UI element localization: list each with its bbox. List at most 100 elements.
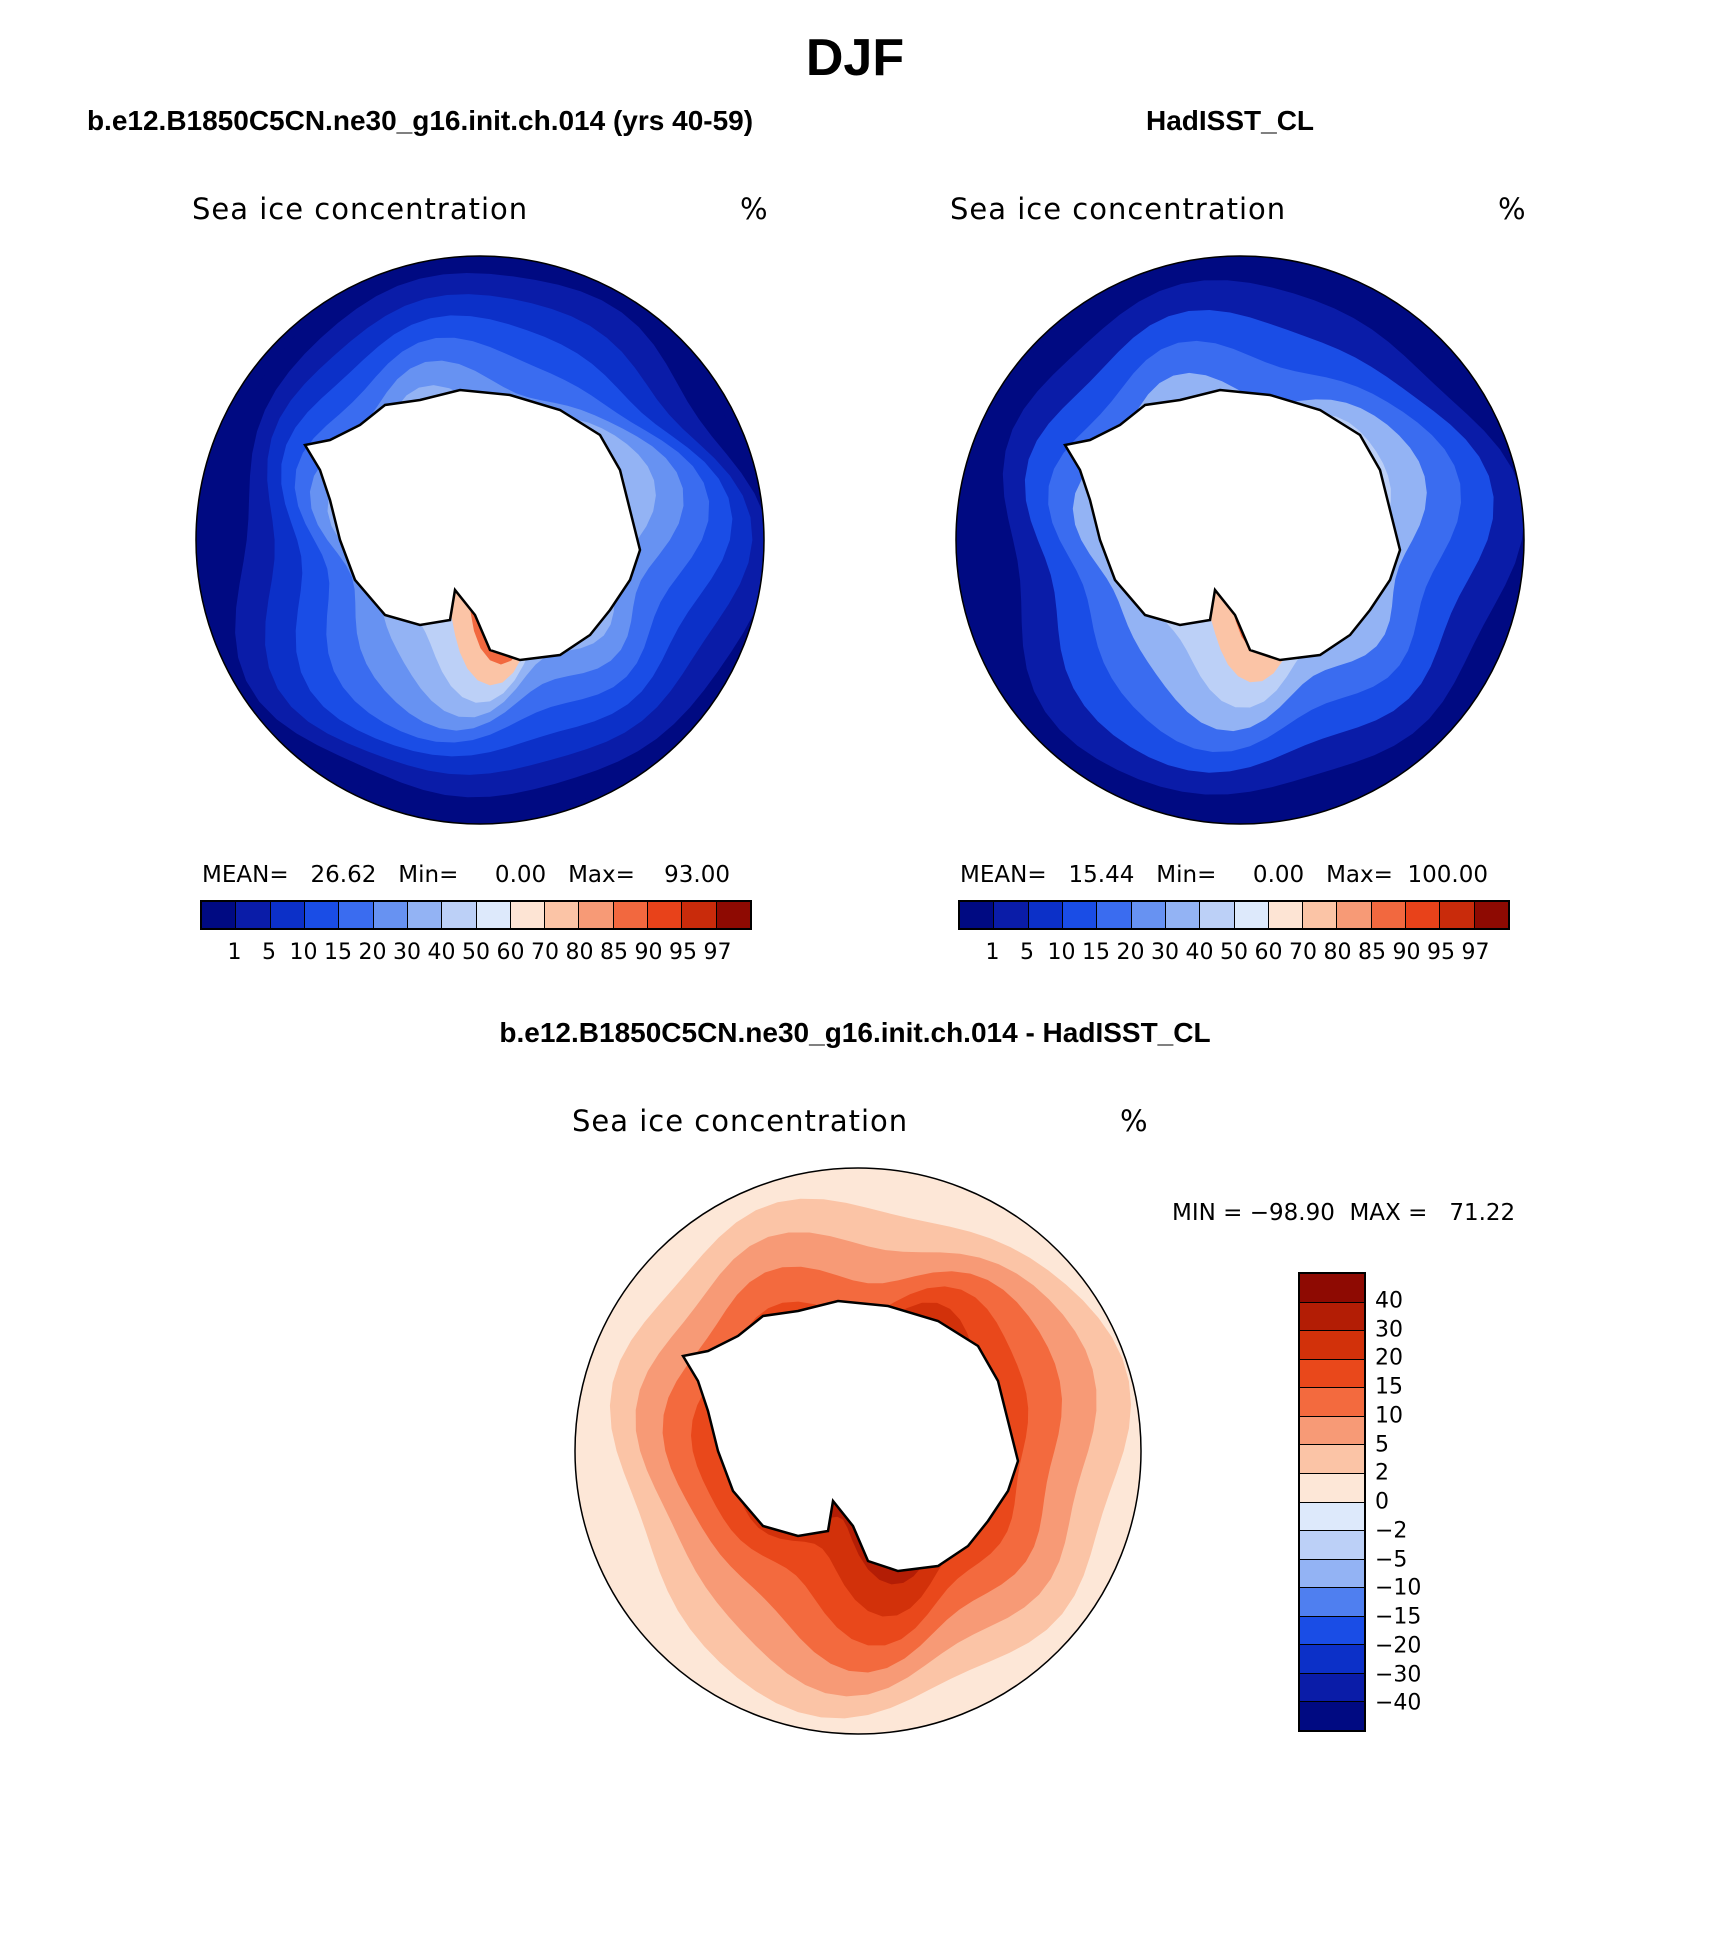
obs-colorbar-ticks: 1 5 10 15 20 30 40 50 60 70 80 85 90 95 97 — [958, 940, 1510, 970]
colorbar-swatch — [682, 902, 717, 928]
colorbar-swatch — [1300, 1645, 1364, 1674]
map-border — [195, 255, 765, 825]
colorbar-tick-label: 60 — [1254, 940, 1283, 965]
colorbar-swatch — [407, 902, 443, 928]
colorbar-swatch — [510, 902, 546, 928]
colorbar-tick-label: 80 — [565, 940, 594, 965]
colorbar-tick-label: 30 — [393, 940, 421, 965]
colorbar-swatch — [1300, 1359, 1364, 1389]
colorbar-tick-label: −20 — [1375, 1633, 1422, 1659]
colorbar-swatch — [545, 902, 580, 928]
colorbar-swatch — [1300, 1531, 1364, 1560]
colorbar-tick-label: 0 — [1375, 1489, 1389, 1515]
obs-stats: MEAN= 15.44 Min= 0.00 Max= 100.00 — [960, 862, 1489, 888]
colorbar-swatch — [1300, 1445, 1364, 1474]
diff-colorbar — [1298, 1272, 1366, 1732]
colorbar-swatch — [1300, 1559, 1364, 1589]
colorbar-tick-label: 40 — [427, 940, 456, 965]
colorbar-swatch — [1165, 902, 1201, 928]
colorbar-tick-label: 20 — [1116, 940, 1145, 965]
colorbar-tick-label: 70 — [1289, 940, 1317, 965]
colorbar-swatch — [648, 902, 683, 928]
colorbar-swatch — [1097, 902, 1132, 928]
antarctica-coastline — [303, 388, 642, 662]
colorbar-swatch — [373, 902, 408, 928]
colorbar-swatch — [1474, 902, 1508, 928]
colorbar-tick-label: 5 — [262, 940, 276, 965]
diff-units-label: % — [1120, 1104, 1149, 1138]
colorbar-swatch — [994, 902, 1029, 928]
colorbar-swatch — [1200, 902, 1235, 928]
colorbar-tick-label: 10 — [289, 940, 318, 965]
colorbar-tick-label: 97 — [703, 940, 732, 965]
colorbar-swatch — [1303, 902, 1338, 928]
colorbar-tick-label: 20 — [358, 940, 387, 965]
colorbar-tick-label: 85 — [600, 940, 628, 965]
colorbar-swatch — [1300, 1416, 1364, 1446]
colorbar-swatch — [270, 902, 305, 928]
diff-colorbar-ticks: 40 30 20 15 10 5 2 0 −2 −5 −10 −15 −20 −30 −40 — [1375, 1272, 1455, 1732]
colorbar-swatch — [1300, 1673, 1364, 1703]
obs-polar-map — [955, 255, 1525, 825]
colorbar-swatch — [1300, 1331, 1364, 1360]
colorbar-swatch — [202, 902, 237, 928]
colorbar-tick-label: 50 — [462, 940, 490, 965]
colorbar-swatch — [1062, 902, 1098, 928]
colorbar-swatch — [1300, 1588, 1364, 1617]
colorbar-swatch — [1028, 902, 1063, 928]
model-colorbar — [200, 900, 752, 930]
colorbar-tick-label: −30 — [1375, 1662, 1422, 1687]
colorbar-tick-label: 85 — [1358, 940, 1386, 965]
colorbar-tick-label: 15 — [324, 940, 352, 965]
colorbar-swatch — [960, 902, 995, 928]
obs-field-label: Sea ice concentration — [950, 192, 1287, 226]
model-polar-map — [195, 255, 765, 825]
obs-panel-title: HadISST_CL — [1145, 105, 1315, 136]
map-field — [196, 256, 764, 824]
colorbar-tick-label: 5 — [1375, 1432, 1389, 1457]
colorbar-tick-label: 90 — [1392, 940, 1421, 965]
colorbar-tick-label: −2 — [1375, 1518, 1408, 1544]
colorbar-tick-label: 10 — [1375, 1403, 1403, 1429]
colorbar-tick-label: 30 — [1151, 940, 1179, 965]
colorbar-swatch — [1131, 902, 1166, 928]
colorbar-tick-label: 5 — [1020, 940, 1034, 965]
colorbar-swatch — [476, 902, 511, 928]
colorbar-tick-label: 40 — [1185, 940, 1214, 965]
colorbar-swatch — [579, 902, 614, 928]
colorbar-tick-label: 95 — [669, 940, 697, 965]
model-units-label: % — [740, 192, 769, 226]
model-panel-title: b.e12.B1850C5CN.ne30_g16.init.ch.014 (yr… — [86, 105, 754, 136]
map-field — [956, 256, 1524, 824]
colorbar-swatch — [236, 902, 271, 928]
map-border — [574, 1167, 1142, 1735]
diff-stats: MIN = −98.90 MAX = 71.22 — [1172, 1200, 1516, 1226]
colorbar-swatch — [304, 902, 340, 928]
colorbar-tick-label: 1 — [227, 940, 242, 965]
diff-panel-title: b.e12.B1850C5CN.ne30_g16.init.ch.014 - H… — [499, 1017, 1211, 1048]
colorbar-swatch — [613, 902, 649, 928]
colorbar-tick-label: 10 — [1047, 940, 1076, 965]
antarctica-coastline — [1063, 388, 1402, 662]
map-field — [575, 1168, 1141, 1734]
colorbar-tick-label: 90 — [634, 940, 663, 965]
colorbar-swatch — [1300, 1274, 1364, 1303]
colorbar-swatch — [1300, 1302, 1364, 1332]
colorbar-tick-label: 15 — [1375, 1374, 1403, 1400]
colorbar-tick-label: 60 — [496, 940, 525, 965]
model-field-label: Sea ice concentration — [192, 192, 529, 226]
colorbar-swatch — [1268, 902, 1304, 928]
map-border — [955, 255, 1525, 825]
colorbar-tick-label: 95 — [1427, 940, 1455, 965]
colorbar-tick-label: 70 — [531, 940, 559, 965]
obs-units-label: % — [1498, 192, 1527, 226]
colorbar-swatch — [1337, 902, 1372, 928]
colorbar-swatch — [716, 902, 750, 928]
colorbar-swatch — [1440, 902, 1475, 928]
colorbar-tick-label: 15 — [1082, 940, 1110, 965]
diff-polar-map — [574, 1167, 1142, 1735]
colorbar-swatch — [339, 902, 374, 928]
diff-field-label: Sea ice concentration — [572, 1104, 909, 1138]
colorbar-tick-label: 40 — [1375, 1288, 1403, 1314]
model-stats: MEAN= 26.62 Min= 0.00 Max= 93.00 — [202, 862, 730, 888]
